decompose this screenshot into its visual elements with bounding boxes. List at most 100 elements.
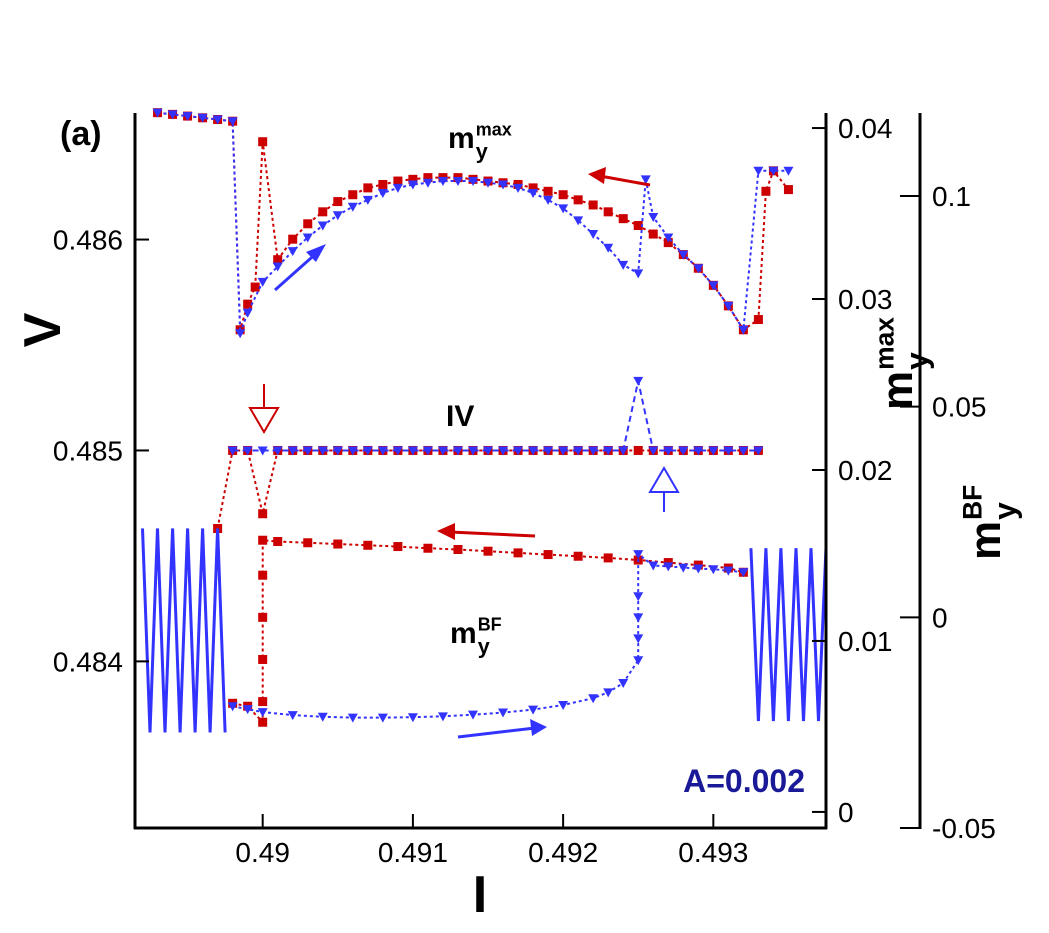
marker (708, 565, 719, 575)
marker (347, 202, 358, 212)
marker (708, 281, 719, 291)
marker (513, 183, 524, 193)
marker (498, 446, 509, 456)
marker (543, 195, 554, 205)
marker (348, 190, 358, 200)
marker (618, 214, 628, 224)
marker (783, 185, 793, 195)
marker (738, 325, 749, 335)
marker (633, 550, 644, 560)
marker (287, 247, 298, 257)
marker (258, 535, 268, 545)
marker (362, 446, 373, 456)
marker (437, 446, 448, 456)
marker (453, 544, 463, 554)
panel-label: (a) (60, 115, 102, 153)
marker (573, 216, 584, 226)
series-line (157, 111, 789, 334)
marker (273, 255, 283, 265)
marker (558, 204, 569, 214)
curve-label-base: m (448, 122, 475, 155)
y-tick-label: 0.486 (53, 225, 123, 256)
marker (618, 679, 629, 689)
y-tick-label: 0.484 (53, 646, 123, 677)
marker (393, 542, 403, 552)
marker (663, 562, 674, 572)
marker (303, 538, 313, 548)
marker (437, 177, 448, 187)
marker (603, 243, 614, 253)
series-line (141, 528, 227, 733)
y3-tick-label: 0 (932, 602, 948, 633)
marker (648, 229, 658, 239)
marker (182, 112, 193, 122)
marker (573, 551, 583, 561)
curve-label-sup: BF (478, 614, 502, 634)
marker (317, 221, 328, 231)
marker (543, 186, 553, 196)
y3-tick-label: 0.05 (932, 392, 987, 423)
marker (588, 694, 599, 704)
marker (437, 712, 448, 722)
marker (633, 613, 644, 623)
marker (761, 186, 771, 196)
marker (648, 212, 659, 222)
marker (723, 566, 734, 576)
plot-marks (141, 108, 828, 733)
marker (258, 654, 268, 664)
curve-label-sub: y (476, 139, 488, 164)
marker (363, 540, 373, 550)
marker (528, 705, 539, 715)
marker (333, 197, 343, 207)
marker (235, 329, 246, 339)
arrow-head (588, 167, 606, 184)
marker (648, 446, 659, 456)
marker (392, 446, 403, 456)
marker (332, 446, 343, 456)
marker (467, 446, 478, 456)
marker (377, 446, 388, 456)
y2-tick-label: 0.02 (838, 455, 893, 486)
marker (302, 446, 313, 456)
marker (738, 568, 749, 578)
marker (377, 713, 388, 723)
arrow-head (648, 466, 680, 493)
marker (633, 376, 644, 386)
marker (318, 207, 328, 217)
marker (258, 137, 268, 147)
marker (558, 446, 569, 456)
x-tick-label: 0.49 (235, 837, 290, 868)
marker (452, 446, 463, 456)
marker (573, 195, 583, 205)
marker (303, 219, 313, 229)
marker (753, 166, 764, 176)
marker (333, 539, 343, 549)
marker (273, 536, 283, 546)
marker (543, 446, 554, 456)
arrow-head (530, 719, 547, 736)
marker (258, 509, 268, 519)
marker (408, 174, 418, 184)
y-axis-label: V (14, 312, 72, 347)
marker (242, 705, 253, 715)
curve-label: IV (446, 400, 474, 433)
marker (227, 702, 238, 712)
arrow-head (248, 407, 280, 434)
marker (588, 200, 598, 210)
marker (393, 176, 403, 186)
marker (422, 178, 433, 188)
marker (678, 563, 689, 573)
marker (588, 446, 599, 456)
marker (633, 634, 644, 644)
marker (423, 543, 433, 553)
marker (347, 446, 358, 456)
marker (753, 446, 764, 456)
arrow (449, 530, 536, 538)
marker (633, 220, 643, 230)
marker (272, 262, 283, 272)
arrows (248, 167, 680, 739)
marker (708, 446, 719, 456)
marker (243, 299, 253, 309)
